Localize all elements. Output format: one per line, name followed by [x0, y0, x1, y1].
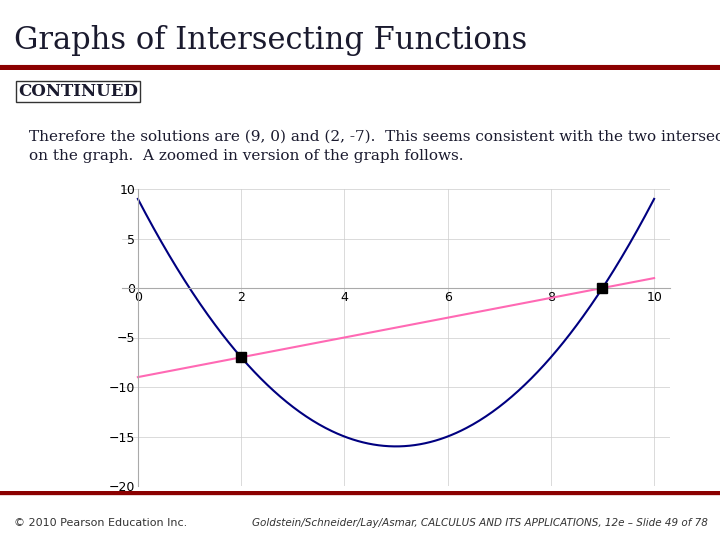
Text: © 2010 Pearson Education Inc.: © 2010 Pearson Education Inc. — [14, 518, 188, 528]
Text: Graphs of Intersecting Functions: Graphs of Intersecting Functions — [14, 24, 528, 56]
Text: CONTINUED: CONTINUED — [18, 83, 138, 100]
Text: Goldstein/Schneider/Lay/Asmar, CALCULUS AND ITS APPLICATIONS, 12e – Slide 49 of : Goldstein/Schneider/Lay/Asmar, CALCULUS … — [252, 518, 708, 528]
Text: Therefore the solutions are (9, 0) and (2, -7).  This seems consistent with the : Therefore the solutions are (9, 0) and (… — [29, 129, 720, 163]
